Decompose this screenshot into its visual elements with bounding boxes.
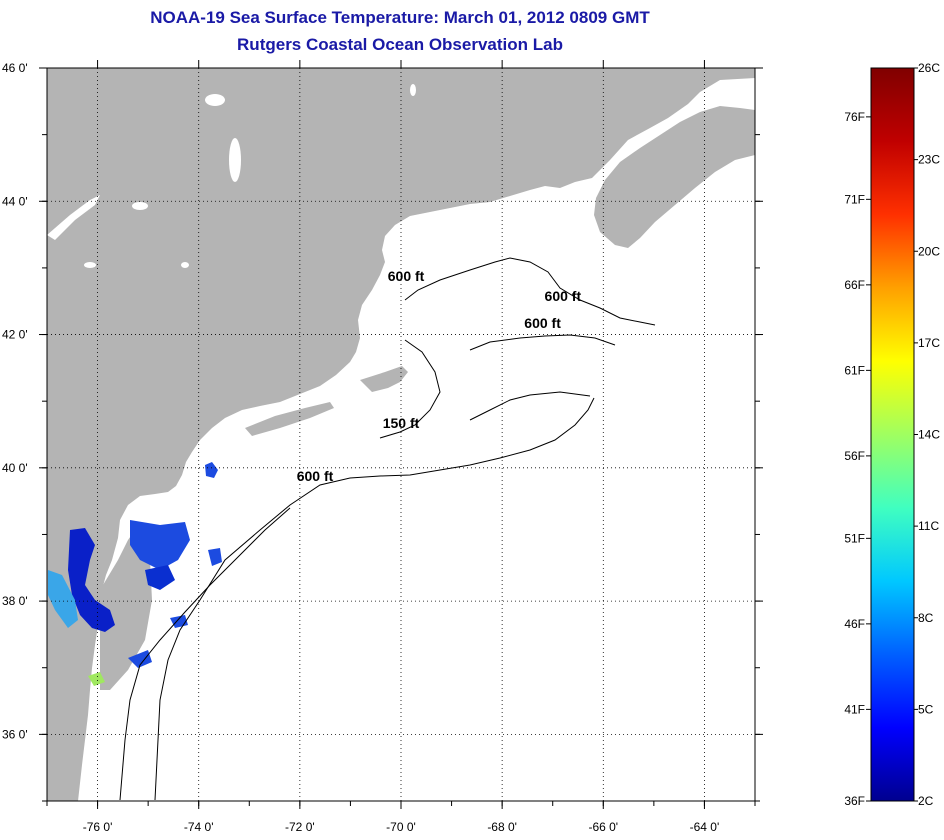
- colorbar-label-c: 2C: [918, 794, 934, 808]
- colorbar-label-f: 36F: [844, 794, 865, 808]
- sst-swaths: [48, 462, 222, 686]
- lat-tick-label: 46 0': [2, 61, 28, 75]
- contour-label: 600 ft: [297, 468, 334, 484]
- lake: [410, 84, 416, 96]
- lake: [229, 138, 241, 182]
- lake: [132, 202, 148, 210]
- land-delmarva: [100, 530, 152, 690]
- colorbar-label-c: 5C: [918, 702, 934, 716]
- lake: [181, 262, 189, 268]
- colorbar-label-f: 71F: [844, 192, 865, 206]
- colorbar-label-f: 46F: [844, 617, 865, 631]
- land-cape-cod: [360, 366, 408, 392]
- lat-tick-label: 44 0': [2, 194, 28, 208]
- lon-tick-label: -74 0': [184, 820, 214, 834]
- lat-tick-label: 42 0': [2, 328, 28, 342]
- colorbar-label-f: 61F: [844, 363, 865, 377]
- lake: [84, 262, 96, 268]
- colorbar-label-c: 20C: [918, 244, 940, 258]
- river: [47, 195, 100, 240]
- axis-ticks: -76 0' -74 0' -72 0' -70 0' -68 0' -66 0' -64 …: [2, 60, 763, 834]
- land-long-island: [245, 402, 334, 436]
- colorbar-label-f: 66F: [844, 278, 865, 292]
- colorbar-labels: 76F 71F 66F 61F 56F 51F 46F 41F 36F 26C 23C 20C 17C 1…: [844, 61, 940, 808]
- lat-tick-label: 38 0': [2, 594, 28, 608]
- lat-tick-label: 36 0': [2, 727, 28, 741]
- colorbar-label-c: 14C: [918, 428, 940, 442]
- colorbar-label-f: 76F: [844, 110, 865, 124]
- colorbar-label-c: 26C: [918, 61, 940, 75]
- contour-label: 600 ft: [388, 268, 425, 284]
- contour-label: 150 ft: [383, 415, 420, 431]
- colorbar-label-c: 23C: [918, 153, 940, 167]
- lat-tick-label: 40 0': [2, 461, 28, 475]
- colorbar-label-f: 51F: [844, 531, 865, 545]
- contour-label: 600 ft: [545, 288, 582, 304]
- colorbar-label-c: 8C: [918, 611, 934, 625]
- colorbar-label-c: 11C: [918, 519, 939, 533]
- contour-labels: 600 ft 600 ft 600 ft 150 ft 600 ft: [297, 268, 582, 484]
- colorbar: [870, 67, 915, 802]
- map-subtitle: Rutgers Coastal Ocean Observation Lab: [237, 35, 563, 54]
- lon-tick-label: -76 0': [83, 820, 113, 834]
- lon-tick-label: -72 0': [285, 820, 315, 834]
- colorbar-label-f: 56F: [844, 449, 865, 463]
- colorbar-label-f: 41F: [844, 702, 865, 716]
- lon-tick-label: -68 0': [487, 820, 517, 834]
- colorbar-label-c: 17C: [918, 336, 940, 350]
- lake: [205, 94, 225, 106]
- contour-label: 600 ft: [524, 315, 561, 331]
- map-title: NOAA-19 Sea Surface Temperature: March 0…: [150, 8, 650, 27]
- land-mainland: [47, 68, 755, 801]
- bathymetry-contours: [119, 257, 656, 801]
- lon-tick-label: -70 0': [386, 820, 416, 834]
- land-nova-scotia: [594, 106, 755, 248]
- lon-tick-label: -64 0': [690, 820, 720, 834]
- lon-tick-label: -66 0': [588, 820, 618, 834]
